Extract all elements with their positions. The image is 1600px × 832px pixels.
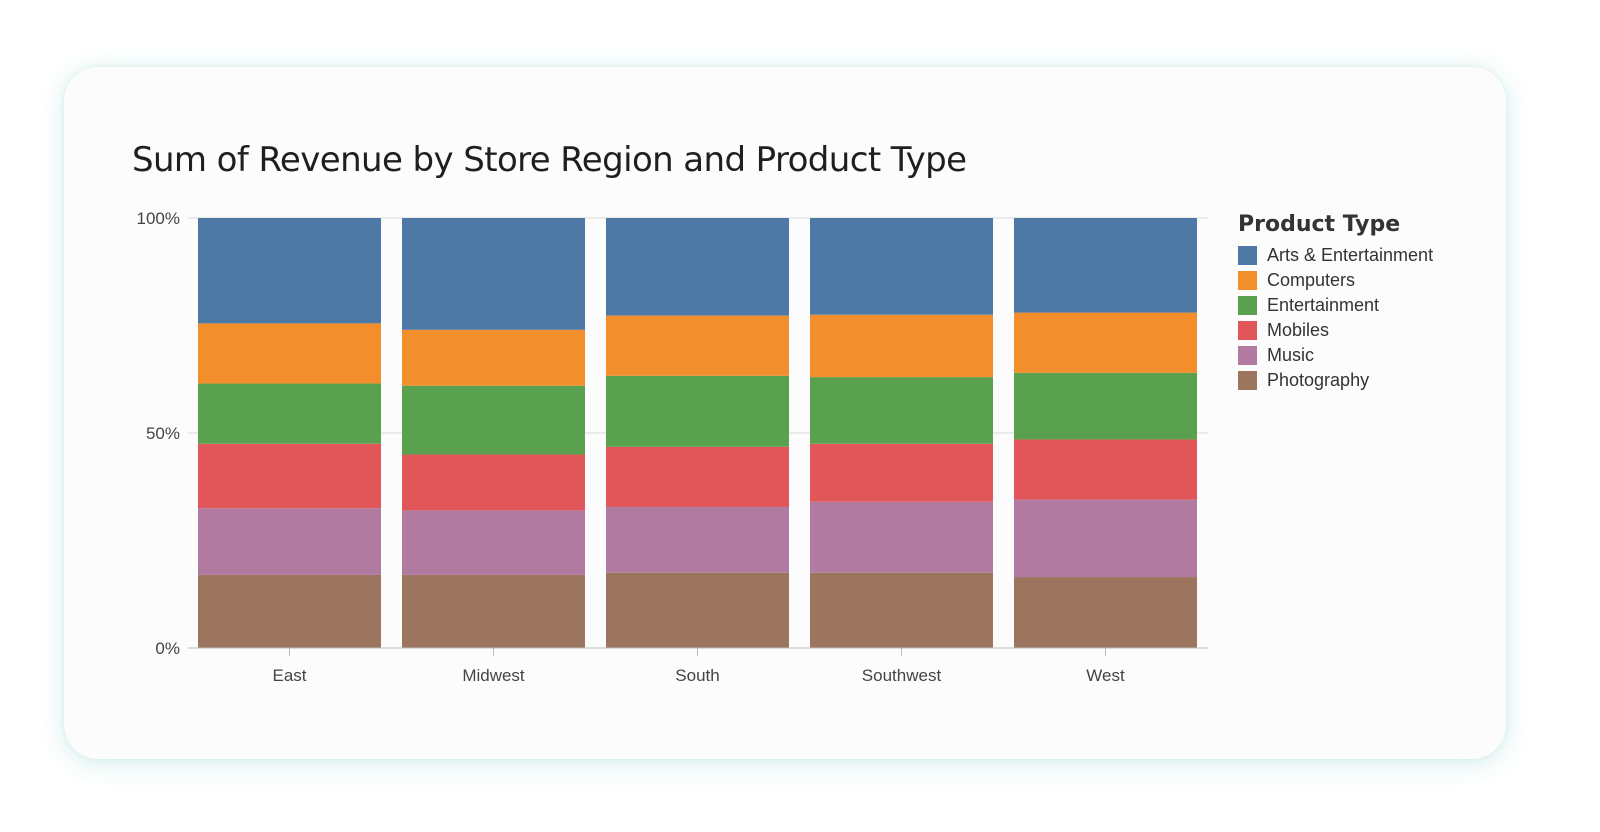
bar-segment-west-entertainment bbox=[1014, 372, 1197, 440]
bar-segment-midwest-music bbox=[402, 510, 585, 575]
legend-item-mobiles: Mobiles bbox=[1238, 318, 1433, 343]
x-tick-label-west: West bbox=[1086, 666, 1125, 685]
bar-segment-west-computers bbox=[1014, 312, 1197, 373]
legend-swatch bbox=[1238, 296, 1257, 315]
bar-segment-south-music bbox=[606, 506, 789, 573]
bar-segment-midwest-entertainment bbox=[402, 385, 585, 455]
legend-swatch bbox=[1238, 246, 1257, 265]
legend-item-photography: Photography bbox=[1238, 368, 1433, 393]
bar-segment-midwest-arts-and-entertainment bbox=[402, 218, 585, 330]
bar-segment-east-mobiles bbox=[198, 443, 381, 509]
bar-segment-south-mobiles bbox=[606, 446, 789, 507]
bar-segment-southwest-arts-and-entertainment bbox=[810, 218, 993, 315]
legend-item-computers: Computers bbox=[1238, 268, 1433, 293]
bar-segment-midwest-mobiles bbox=[402, 454, 585, 511]
legend-swatch bbox=[1238, 371, 1257, 390]
bar-segment-south-entertainment bbox=[606, 375, 789, 447]
bar-segment-west-arts-and-entertainment bbox=[1014, 218, 1197, 313]
bar-segment-midwest-photography bbox=[402, 574, 585, 648]
y-tick-label: 50% bbox=[146, 424, 180, 443]
bar-segment-east-music bbox=[198, 508, 381, 575]
legend-label: Music bbox=[1267, 345, 1315, 365]
legend-title: Product Type bbox=[1238, 212, 1401, 237]
bar-segment-southwest-entertainment bbox=[810, 377, 993, 444]
x-tick-label-south: South bbox=[675, 666, 719, 685]
legend-label: Mobiles bbox=[1267, 320, 1330, 340]
bar-segment-southwest-music bbox=[810, 501, 993, 573]
legend-label: Computers bbox=[1267, 270, 1356, 290]
bar-segment-west-photography bbox=[1014, 577, 1197, 648]
bar-segment-east-photography bbox=[198, 574, 381, 648]
legend-swatch bbox=[1238, 346, 1257, 365]
bar-segment-east-entertainment bbox=[198, 383, 381, 444]
bar-segment-east-arts-and-entertainment bbox=[198, 218, 381, 324]
legend-label: Photography bbox=[1267, 370, 1370, 390]
bar-segment-west-music bbox=[1014, 499, 1197, 578]
bar-segment-east-computers bbox=[198, 323, 381, 384]
legend-swatch bbox=[1238, 321, 1257, 340]
bar-segment-west-mobiles bbox=[1014, 439, 1197, 500]
legend-swatch bbox=[1238, 271, 1257, 290]
y-tick-label: 100% bbox=[137, 209, 180, 228]
legend-label: Entertainment bbox=[1267, 295, 1380, 315]
bar-segment-southwest-computers bbox=[810, 314, 993, 378]
bar-segment-south-photography bbox=[606, 572, 789, 648]
chart-title: Sum of Revenue by Store Region and Produ… bbox=[132, 140, 967, 180]
x-tick-label-midwest: Midwest bbox=[462, 666, 525, 685]
legend-item-entertainment: Entertainment bbox=[1238, 293, 1433, 318]
x-tick-label-east: East bbox=[272, 666, 306, 685]
x-tick-label-southwest: Southwest bbox=[862, 666, 942, 685]
bar-segment-south-computers bbox=[606, 315, 789, 376]
y-tick-label: 0% bbox=[155, 639, 180, 658]
bar-segment-south-arts-and-entertainment bbox=[606, 218, 789, 316]
legend-item-arts-and-entertainment: Arts & Entertainment bbox=[1238, 243, 1433, 268]
legend-label: Arts & Entertainment bbox=[1267, 245, 1434, 265]
bar-segment-southwest-mobiles bbox=[810, 443, 993, 502]
chart-legend: Product Type Arts & Entertainment Compute… bbox=[1238, 212, 1433, 393]
bar-segment-midwest-computers bbox=[402, 329, 585, 386]
bar-segment-southwest-photography bbox=[810, 572, 993, 648]
legend-item-music: Music bbox=[1238, 343, 1433, 368]
